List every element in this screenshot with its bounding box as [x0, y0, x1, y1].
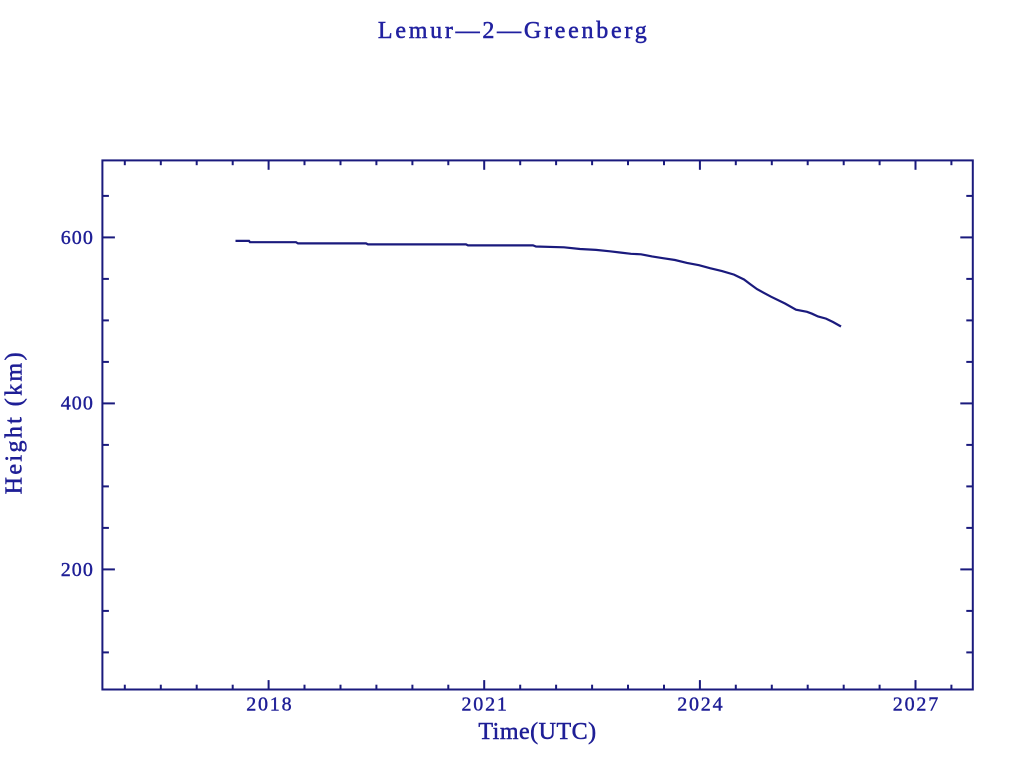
svg-text:2021: 2021 — [461, 693, 508, 715]
svg-text:2024: 2024 — [677, 693, 724, 715]
svg-text:600: 600 — [61, 227, 94, 249]
svg-text:200: 200 — [61, 559, 94, 581]
svg-text:Time(UTC): Time(UTC) — [478, 719, 596, 745]
svg-text:2018: 2018 — [246, 693, 293, 715]
svg-text:400: 400 — [61, 393, 94, 415]
svg-text:2027: 2027 — [893, 693, 940, 715]
svg-text:Lemur—2—Greenberg: Lemur—2—Greenberg — [378, 18, 650, 44]
svg-text:Height (km): Height (km) — [2, 350, 28, 494]
